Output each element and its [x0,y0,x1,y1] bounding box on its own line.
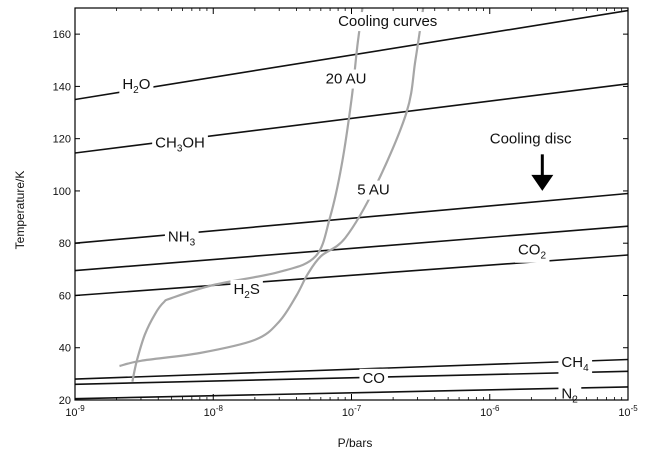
x-tick-label: 10-9 [65,404,85,419]
series-label-nh3: NH3 [168,229,196,249]
y-tick-label: 40 [59,343,71,355]
x-axis: 10-9 10-8 10-7 10-6 10-5 [65,8,638,419]
annotation-5-au: 5 AU [357,182,390,199]
series-label-bg [152,133,208,156]
condensation-line-n2 [75,386,628,400]
y-tick-label: 80 [59,238,71,250]
annotation-cooling-disc: Cooling disc [490,131,572,148]
condensation-line-co2 [75,225,628,272]
annotation-bg [322,69,370,89]
series-label-bg [558,353,593,376]
x-axis-title: P/bars [338,436,373,450]
series-label-bg [230,279,263,302]
annotation-bg [486,129,575,149]
x-tick-label: 10-7 [342,404,362,419]
cooling-curve-20-au [131,8,364,382]
y-tick-label: 140 [53,81,71,93]
annotation-cooling-curves: Cooling curves [338,13,437,30]
series-label-h2s: H2S [233,281,259,301]
condensation-line-co [75,370,628,386]
y-tick-label: 20 [59,395,71,407]
series-label-ch3oh: CH3OH [155,135,205,155]
y-tick-label: 160 [53,29,71,41]
series-label-bg [558,384,582,407]
series-label-co2: CO2 [518,242,547,262]
annotation-bg [335,12,441,32]
condensation-line-h2o [75,9,628,101]
x-tick-label: 10-8 [204,404,224,419]
series-label-ch4: CH4 [561,354,589,374]
annotation-bg [354,180,393,200]
plot-frame [74,7,629,401]
y-axis: 20 40 60 80 100 120 140 160 [53,29,628,407]
series-label-bg [164,227,199,250]
series-label-bg [359,368,388,388]
cooling-curves [119,8,425,382]
series-label-bg [119,74,154,97]
annotation-20-au: 20 AU [326,71,367,88]
series-label-co: CO [362,370,385,387]
y-axis-title: Temperature/K [13,171,27,250]
y-tick-label: 100 [53,186,71,198]
plot-border [74,7,629,401]
condensation-line-ch4 [75,358,628,380]
condensation-line-nh3 [75,192,628,244]
x-tick-label: 10-6 [480,404,500,419]
series-label-bg [514,240,550,263]
x-tick-label: 10-5 [618,404,638,419]
y-tick-label: 60 [59,290,71,302]
down-arrow-icon [531,174,554,191]
y-tick-label: 120 [53,134,71,146]
condensation-curves [75,9,628,400]
series-label-h2o: H2O [122,76,150,96]
cooling-curve-5-au [119,8,425,368]
